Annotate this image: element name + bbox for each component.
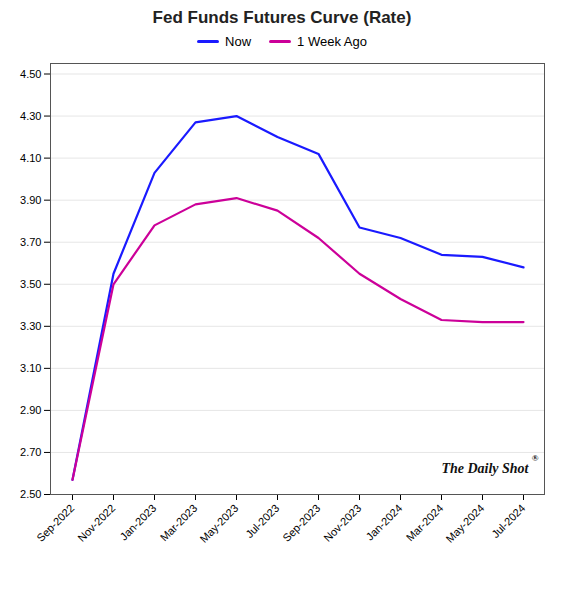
svg-text:3.90: 3.90 (20, 194, 41, 206)
svg-text:Sep-2023: Sep-2023 (280, 502, 322, 544)
svg-text:The Daily Shot: The Daily Shot (441, 461, 529, 476)
svg-text:®: ® (532, 453, 539, 463)
svg-text:May-2024: May-2024 (443, 502, 486, 545)
svg-text:Jan-2024: Jan-2024 (363, 502, 404, 543)
svg-text:May-2023: May-2023 (197, 502, 240, 545)
html-text:Now: Now (225, 34, 252, 49)
svg-text:Nov-2023: Nov-2023 (321, 502, 363, 544)
svg-text:3.10: 3.10 (20, 362, 41, 374)
svg-text:3.70: 3.70 (20, 236, 41, 248)
svg-text:Sep-2022: Sep-2022 (34, 502, 76, 544)
svg-text:Mar-2024: Mar-2024 (404, 502, 446, 544)
svg-text:4.10: 4.10 (20, 152, 41, 164)
svg-text:Jul-2023: Jul-2023 (243, 502, 281, 540)
svg-text:4.30: 4.30 (20, 110, 41, 122)
svg-text:Mar-2023: Mar-2023 (158, 502, 200, 544)
svg-text:3.50: 3.50 (20, 278, 41, 290)
svg-text:2.70: 2.70 (20, 446, 41, 458)
svg-text:3.30: 3.30 (20, 320, 41, 332)
html-text:Fed Funds Futures Curve (Rate): Fed Funds Futures Curve (Rate) (152, 8, 412, 27)
svg-text:Jan-2023: Jan-2023 (117, 502, 158, 543)
svg-text:2.90: 2.90 (20, 404, 41, 416)
svg-text:Nov-2022: Nov-2022 (75, 502, 117, 544)
svg-text:2.50: 2.50 (20, 488, 41, 500)
svg-text:Jul-2024: Jul-2024 (489, 502, 527, 540)
html-text:1 Week Ago: 1 Week Ago (297, 34, 367, 49)
svg-text:4.50: 4.50 (20, 68, 41, 80)
